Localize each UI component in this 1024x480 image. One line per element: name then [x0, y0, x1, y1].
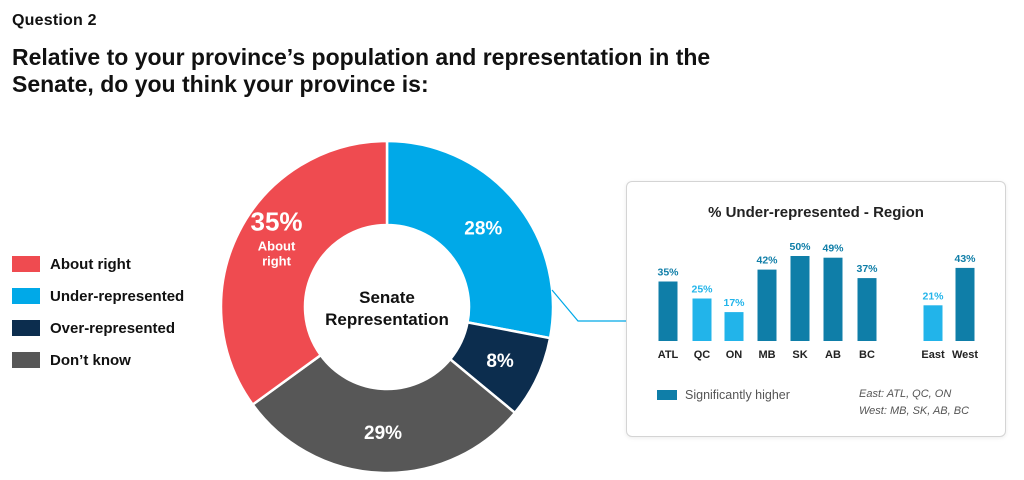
bar-value-label: 43%: [954, 253, 976, 265]
question-title: Relative to your province’s population a…: [12, 44, 711, 97]
bar-value-label: 17%: [723, 297, 745, 309]
bar-value-label: 25%: [691, 284, 713, 296]
bar-category-label: ATL: [658, 349, 679, 361]
legend-swatch-over-represented: [12, 320, 40, 336]
bar-atl: [658, 281, 678, 341]
donut-slice-about-right: [219, 139, 389, 407]
bar-category-label: AB: [825, 349, 841, 361]
bar-bc: [857, 278, 877, 341]
bar-value-label: 37%: [856, 263, 878, 275]
bar-chart-title: % Under-represented - Region: [708, 204, 924, 221]
bar-west: [955, 267, 975, 341]
bar-category-label: SK: [792, 349, 807, 361]
bar-legend-swatch: [657, 390, 677, 400]
bar-on: [724, 312, 744, 341]
region-panel: % Under-represented - Region 35% ATL 25% QC…: [626, 181, 1006, 437]
region-notes: East: ATL, QC, ON West: MB, SK, AB, BC: [859, 386, 969, 420]
bar-mb: [757, 269, 777, 341]
bar-east: [923, 305, 943, 341]
legend-swatch-dont-know: [12, 352, 40, 368]
bar-category-label: West: [952, 349, 978, 361]
bar-category-label: East: [921, 349, 945, 361]
note-west: West: MB, SK, AB, BC: [859, 405, 970, 417]
bar-category-label: ON: [726, 349, 743, 361]
bar-category-label: QC: [694, 349, 711, 361]
donut-value-label: 8%: [486, 351, 514, 372]
legend-item-about-right: About right: [12, 248, 184, 280]
donut-value-label: 35%: [250, 207, 302, 237]
bar-value-label: 35%: [657, 267, 679, 279]
bar-ab: [823, 257, 843, 341]
donut-slice-don-t-know: [250, 353, 517, 475]
legend-item-over-represented: Over-represented: [12, 312, 184, 344]
connector-line: [551, 289, 626, 322]
bar-category-label: MB: [758, 349, 775, 361]
bar-value-label: 21%: [922, 290, 944, 302]
bar-sk: [790, 256, 810, 341]
donut-sub-label: right: [262, 254, 292, 269]
bar-value-label: 49%: [822, 243, 844, 255]
legend-label: About right: [50, 255, 131, 273]
donut-sub-label: About: [258, 239, 296, 254]
donut-center-title: Senate: [359, 288, 415, 307]
legend-label: Don’t know: [50, 351, 131, 369]
donut-center-title: Representation: [325, 310, 449, 329]
donut-slice-under-represented: [385, 139, 555, 340]
legend-swatch-about-right: [12, 256, 40, 272]
legend-swatch-under-represented: [12, 288, 40, 304]
donut-value-label: 29%: [364, 423, 402, 444]
donut-value-label: 28%: [464, 218, 502, 239]
legend-label: Under-represented: [50, 287, 185, 305]
legend-label: Over-represented: [50, 319, 176, 337]
bar-legend: Significantly higher: [657, 388, 790, 402]
legend-item-dont-know: Don’t know: [12, 344, 184, 376]
bar-legend-label: Significantly higher: [685, 388, 790, 402]
bar-category-label: BC: [859, 349, 875, 361]
bar-value-label: 50%: [789, 241, 811, 253]
legend-item-under-represented: Under-represented: [12, 280, 184, 312]
question-number: Question 2: [12, 12, 97, 29]
pie-legend: About right Under-represented Over-repre…: [12, 248, 184, 376]
region-bar-chart: 35% ATL 25% QC 17% ON 42% MB 50% SK 49% AB 37% BC 21% E…: [657, 241, 978, 361]
bar-qc: [692, 298, 712, 341]
bar-value-label: 42%: [756, 255, 778, 267]
note-east: East: ATL, QC, ON: [859, 388, 952, 400]
